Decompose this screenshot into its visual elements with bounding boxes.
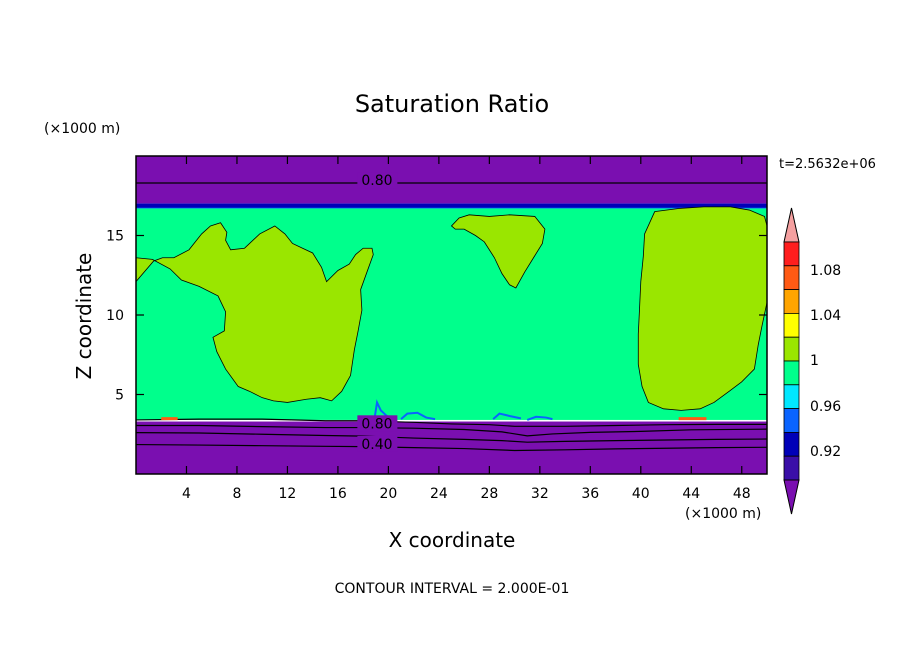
x-tick-label-28: 28 [480,486,498,502]
colorbar-segment-9 [783,455,800,481]
x-tick-label-48: 48 [733,486,751,502]
lower-contour-1 [136,418,767,427]
x-axis-ticks: 4 8 12 16 20 24 28 32 36 40 44 48 [182,156,751,502]
colorbar-segment-4 [783,336,800,362]
x-tick-label-4: 4 [182,486,191,502]
x-tick-label-12: 12 [279,486,297,502]
colorbar-segment-3 [783,312,800,338]
contour-label-0: 0.80 [361,173,392,189]
x-tick-label-36: 36 [581,486,599,502]
lower-contour-2 [136,424,767,437]
colorbar-segment-7 [783,408,800,433]
y-axis-label: Z coordinate [72,253,96,380]
contour-label-bg-2 [357,435,398,452]
colorbar-label-3: 0.96 [810,399,841,415]
x-tick-label-16: 16 [329,486,347,502]
x-tick-label-32: 32 [531,486,549,502]
y-axis-units: (×1000 m) [44,121,120,137]
boundary-fragment-2 [492,412,522,420]
region-stratosphere [136,156,767,204]
contour-label-bg-1 [357,415,398,432]
hotspot-1 [678,417,707,421]
hotspot-0 [161,417,178,421]
contour-label-bg-0 [357,172,398,189]
patch-right-plume [637,206,767,411]
patch-left-plume [136,222,374,403]
plot-area: 0.80 0.80 0.40 [136,156,767,474]
contour-interval-label: CONTOUR INTERVAL = 2.000E-01 [335,581,570,597]
colorbar-segment-5 [783,360,800,386]
colorbar-segment-8 [783,431,800,457]
y-tick-label-15: 15 [106,229,124,245]
x-tick-label-8: 8 [232,486,241,502]
x-axis-label: X coordinate [389,528,516,552]
x-axis-units: (×1000 m) [685,506,761,522]
colorbar-label-1: 1.04 [810,308,841,324]
colorbar-segment-0 [783,241,800,267]
time-label: t=2.5632e+06 [779,157,876,172]
lower-contour-3 [136,432,767,443]
colorbar-segment-6 [783,384,800,409]
colorbar-label-4: 0.92 [810,444,841,460]
x-tick-label-44: 44 [682,486,700,502]
y-tick-label-10: 10 [106,308,124,324]
colorbar-lower-arrow [783,479,800,515]
x-tick-label-40: 40 [632,486,650,502]
colorbar-segment-1 [783,265,800,290]
colorbar-segment-2 [783,289,800,314]
colorbar-label-0: 1.08 [810,263,841,279]
colorbar: 1.08 1.04 1 0.96 0.92 [783,207,841,515]
contour-label-1: 0.80 [361,416,392,432]
x-tick-label-20: 20 [379,486,397,502]
chart-title: Saturation Ratio [355,90,549,118]
patch-upper-middle-plume [450,214,546,289]
colorbar-label-2: 1 [810,353,819,369]
boundary-fragment-1 [400,411,436,421]
contour-label-2: 0.40 [361,437,392,453]
lower-contour-4 [136,443,767,452]
y-tick-label-5: 5 [115,388,124,404]
boundary-fragment-3 [526,415,553,421]
upper-deep-blue-band [136,203,767,208]
y-axis-ticks: 5 10 15 [106,229,767,404]
x-tick-label-24: 24 [430,486,448,502]
